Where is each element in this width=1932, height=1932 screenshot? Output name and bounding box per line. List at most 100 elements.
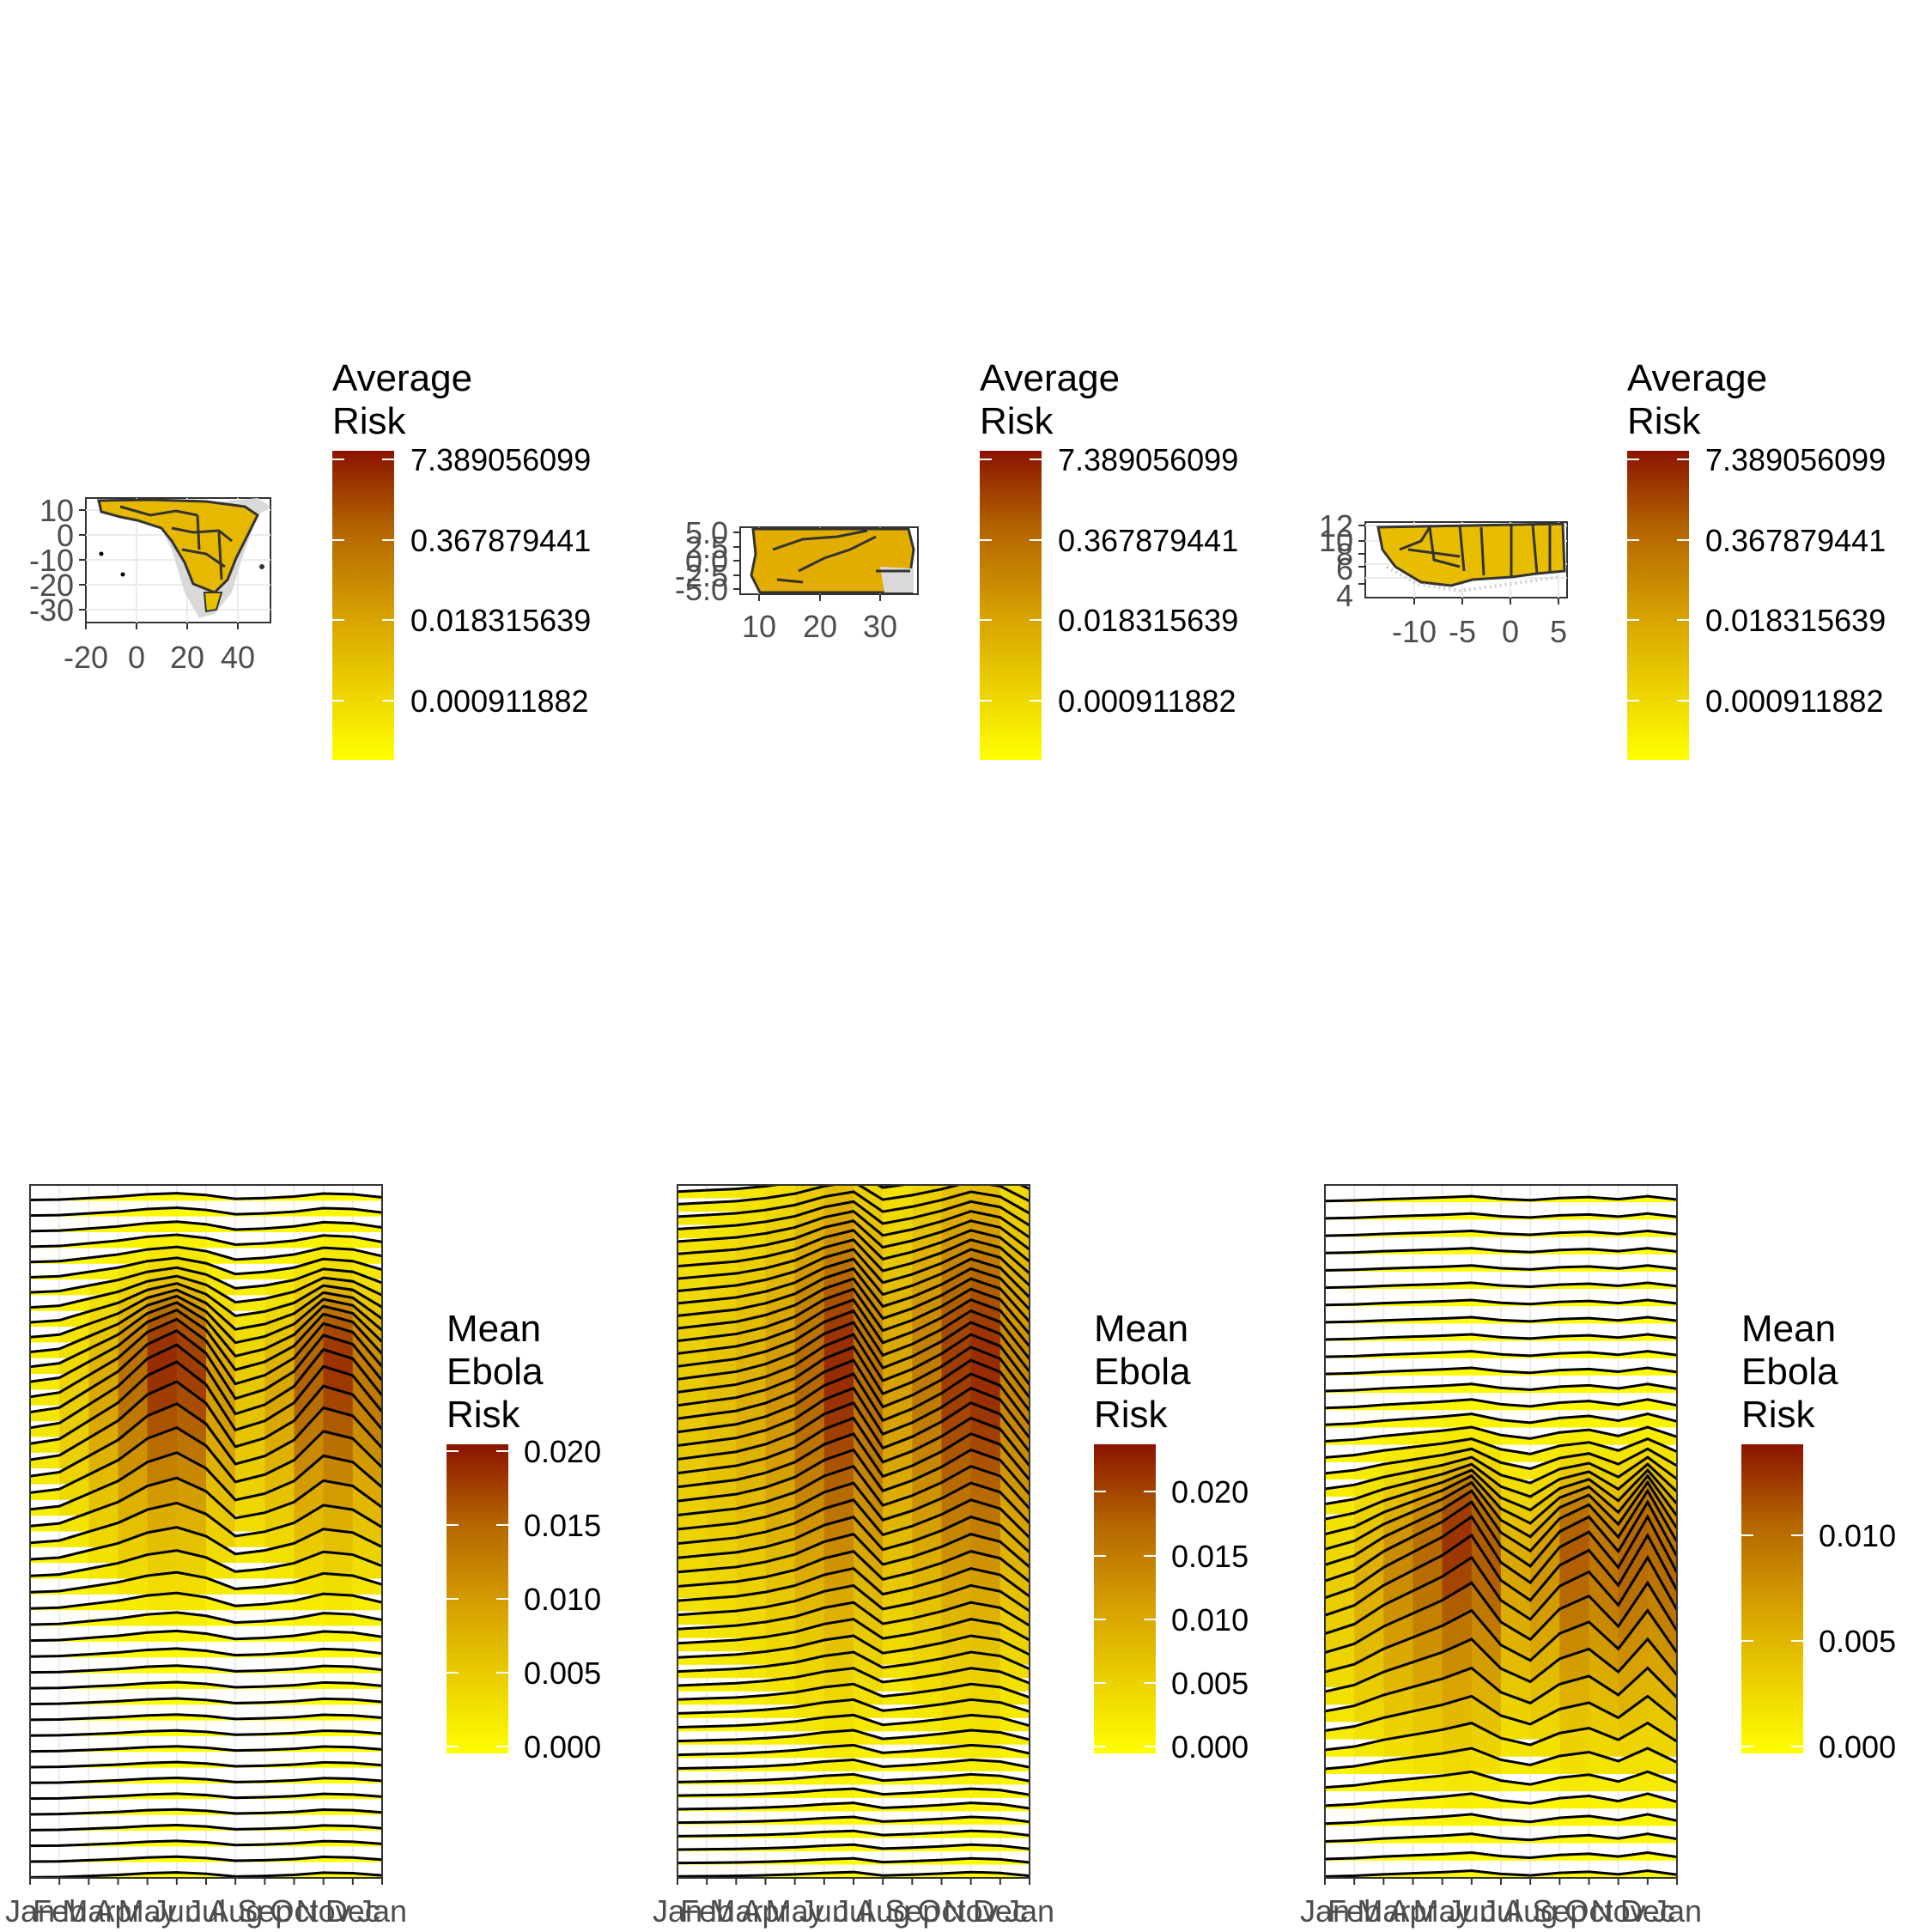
month-tick-label: Dec [1620,1893,1675,1929]
ridge-series [1325,1229,1677,1237]
y-tick-label: 6 [1336,551,1353,586]
map-coast-dots [1386,565,1559,593]
ridge-area-segment [707,1611,737,1625]
ridge-area-segment [1589,1430,1619,1445]
ridge-line [1325,1869,1677,1878]
month-tick-label: Sep [237,1893,292,1929]
ridge-series [1325,1212,1677,1220]
ridge-area-segment [1618,1399,1648,1411]
legend-label: 0.020 [524,1434,601,1469]
ridge-area-segment [264,1543,295,1564]
x-tick-label: 5 [1550,614,1567,649]
ridge-series [677,1856,1030,1865]
ridge-line [677,1267,1030,1317]
ridge-area-segment [147,1550,177,1579]
map-x-tick-labels: 10 20 30 [742,609,897,644]
ridge-series [1325,1333,1677,1341]
ridge-area-segment [352,1532,382,1564]
ridge-area-segment [1618,1413,1648,1428]
ridge-area-segment [1501,1462,1531,1479]
map-panel-2: 5.0 2.5 0.0 -2.5 -5.0 10 20 30 [675,515,919,644]
legend-ticks [1741,1534,1803,1747]
legend-label: 0.367879441 [1058,523,1238,558]
legend-title-line: Ebola [447,1351,544,1393]
ridge-area-segment [1471,1413,1501,1428]
map-country-borders [1399,525,1552,577]
ridge-line [30,1611,382,1626]
ridge-area-segment [294,1573,324,1595]
map-legend-2: Average Risk 7.389056099 0.367879441 0.0… [980,357,1238,760]
ridge-area-segment [707,1654,737,1665]
ridge-line [1325,1437,1677,1459]
legend-ticks [447,1450,508,1747]
ridge-line [30,1328,382,1414]
ridge-area-segment [1354,1740,1384,1757]
ridge-area-segment [1383,1710,1413,1740]
ridge-area-segment [88,1522,118,1547]
ridge-line [30,1245,382,1264]
ridge-line [1325,1514,1677,1600]
ridge-series [1325,1264,1677,1272]
ridge-series [30,1629,382,1643]
month-tick-label: Nov [296,1893,351,1929]
ridge-area-segment [707,1188,737,1199]
ridge-area-segment [294,1552,324,1579]
ridge-area-segment [1559,1752,1589,1774]
ridge-series [30,1647,382,1658]
ridge-area-segment [88,1563,118,1579]
legend-title-line: Risk [1741,1394,1816,1436]
ridge-area-segment [1442,1771,1472,1792]
month-tick-label: Sep [1532,1893,1587,1929]
ridge-area-segment [118,1249,148,1264]
ridge-area-segment [1530,1445,1560,1462]
ridge-line [30,1855,382,1863]
ridge-area-segment [118,1595,148,1611]
legend-title-line: Mean [447,1308,541,1350]
ridge-area-segment [1530,1709,1560,1740]
ridge-line [30,1266,382,1294]
ridge-area-segment [1589,1400,1619,1411]
ridge-series [30,1824,382,1832]
ridge-line [677,1386,1030,1448]
ridge-line [1325,1832,1677,1843]
ridge-layers [30,1192,382,1878]
ridge-area-segment [264,1563,295,1579]
legend-ticks [1627,459,1689,702]
y-tick-label: 10 [1319,523,1353,558]
ridge-line [1325,1473,1677,1536]
ridge-area-segment [147,1221,177,1233]
ridge-layers [677,1185,1030,1878]
ridge-series [30,1680,382,1690]
legend-label: 0.367879441 [1705,523,1886,558]
ridge-line [677,1498,1030,1546]
ridge-line [677,1277,1030,1330]
ridge-area-segment [30,1334,60,1343]
ridge-area-segment [323,1631,353,1642]
ridge-line [30,1192,382,1201]
ridge-legend-2: Mean Ebola Risk 0.020 0.015 0.010 0.005 … [1094,1308,1249,1765]
ridge-area-segment [883,1185,913,1199]
legend-title-line: Mean [1094,1308,1188,1350]
ridge-line [30,1697,382,1706]
ridge-area-segment [823,1745,854,1759]
ridge-area-segment [1501,1449,1531,1462]
ridge-area-segment [677,1540,708,1558]
legend-label: 0.010 [1171,1602,1249,1637]
ridge-area-segment [30,1363,60,1375]
ridge-area-segment [1589,1752,1619,1774]
ridge-series [677,1801,1030,1812]
ridge-series [30,1807,382,1816]
ridge-series [1325,1770,1677,1792]
ridge-line [30,1233,382,1249]
ridge-series [30,1760,382,1769]
legend-label: 0.000911882 [1705,683,1884,719]
ridge-line [677,1634,1030,1659]
ridge-area-segment [707,1625,737,1638]
ridge-line [30,1301,382,1369]
ridge-series [1325,1398,1677,1411]
ridge-area-segment [118,1554,148,1579]
ridge-area-segment [1589,1774,1619,1792]
ridge-line [30,1476,382,1528]
map-country-borders [772,529,910,584]
